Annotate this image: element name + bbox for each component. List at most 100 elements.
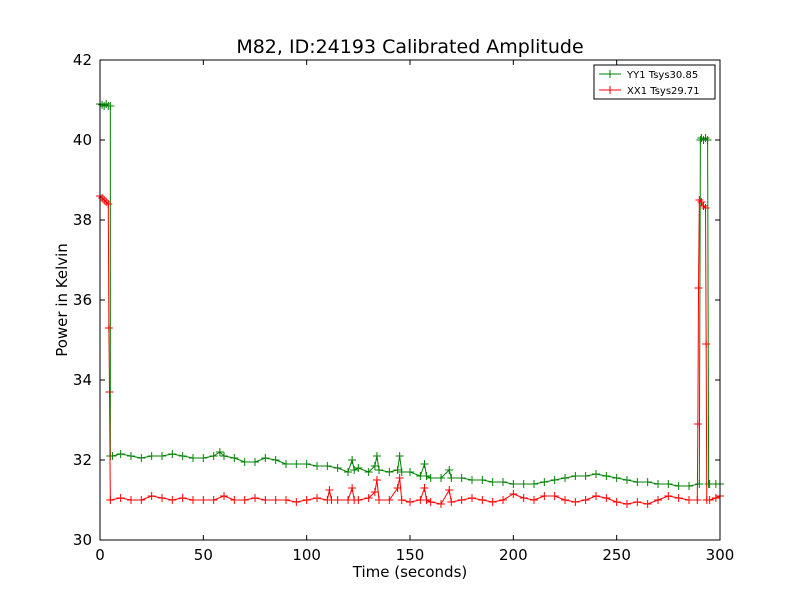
data-point-xx1 (654, 496, 662, 504)
data-point-yy1 (674, 482, 683, 490)
data-point-xx1 (509, 490, 518, 498)
data-point-xx1 (251, 494, 259, 502)
data-point-xx1 (370, 488, 379, 496)
data-point-xx1 (674, 494, 683, 502)
data-point-yy1 (220, 452, 228, 460)
data-point-xx1 (643, 500, 652, 508)
legend-box (593, 64, 716, 100)
data-point-xx1 (102, 198, 111, 206)
data-point-yy1 (519, 480, 528, 488)
y-tick-label: 34 (73, 371, 92, 389)
data-point-yy1 (664, 480, 673, 488)
data-point-yy1 (215, 448, 224, 456)
data-point-yy1 (147, 452, 156, 460)
data-point-yy1 (372, 452, 381, 460)
data-point-xx1 (561, 496, 569, 504)
data-point-yy1 (397, 468, 406, 476)
data-point-yy1 (437, 474, 445, 482)
data-point-xx1 (325, 486, 334, 494)
data-point-xx1 (385, 496, 394, 504)
data-point-yy1 (654, 480, 662, 488)
data-point-xx1 (354, 496, 363, 504)
data-point-yy1 (445, 466, 454, 474)
data-point-xx1 (693, 420, 702, 428)
data-point-xx1 (282, 496, 290, 504)
data-point-yy1 (271, 456, 280, 464)
data-point-yy1 (106, 102, 115, 110)
data-point-yy1 (468, 476, 476, 484)
data-point-xx1 (420, 484, 429, 492)
data-point-yy1 (561, 474, 569, 482)
data-point-xx1 (104, 324, 113, 332)
chart-title: M82, ID:24193 Calibrated Amplitude (236, 36, 583, 58)
data-point-xx1 (98, 194, 107, 202)
data-point-xx1 (209, 496, 218, 504)
data-point-xx1 (313, 494, 321, 502)
x-tick-label: 200 (499, 546, 528, 564)
data-point-xx1 (711, 494, 720, 502)
data-point-yy1 (354, 464, 363, 472)
data-point-yy1 (530, 480, 538, 488)
data-point-xx1 (105, 388, 114, 396)
data-point-yy1 (685, 482, 693, 490)
data-point-xx1 (199, 496, 208, 504)
data-point-xx1 (685, 496, 693, 504)
data-point-yy1 (323, 462, 332, 470)
data-point-yy1 (375, 466, 383, 474)
data-point-xx1 (302, 496, 311, 504)
data-point-yy1 (695, 480, 704, 488)
data-point-xx1 (633, 498, 642, 506)
data-point-xx1 (530, 496, 538, 504)
x-tick-label: 300 (706, 546, 735, 564)
data-point-yy1 (422, 472, 431, 480)
x-tick-label: 100 (292, 546, 321, 564)
data-point-xx1 (519, 494, 528, 502)
data-point-xx1 (701, 204, 710, 212)
y-tick-label: 30 (73, 531, 92, 549)
data-point-xx1 (468, 494, 476, 502)
y-tick-label: 38 (73, 211, 92, 229)
y-tick-label: 42 (73, 51, 92, 69)
data-point-yy1 (199, 454, 208, 462)
data-point-yy1 (240, 458, 249, 466)
y-axis-title: Power in Kelvin (53, 243, 71, 357)
data-point-yy1 (127, 452, 135, 460)
data-point-xx1 (364, 494, 373, 502)
data-point-yy1 (633, 478, 642, 486)
data-point-yy1 (350, 466, 359, 474)
data-point-yy1 (499, 478, 507, 486)
data-point-xx1 (702, 340, 711, 348)
data-point-xx1 (695, 196, 704, 204)
data-point-yy1 (178, 452, 187, 460)
data-point-xx1 (127, 496, 135, 504)
data-point-yy1 (701, 134, 710, 142)
data-point-xx1 (158, 494, 166, 502)
data-point-xx1 (705, 496, 714, 504)
data-point-xx1 (457, 496, 466, 504)
data-point-xx1 (447, 498, 456, 506)
data-point-xx1 (230, 496, 239, 504)
data-point-yy1 (137, 454, 146, 462)
data-point-xx1 (694, 284, 703, 292)
data-point-xx1 (406, 498, 414, 506)
data-point-xx1 (137, 496, 146, 504)
series-markers-yy1 (96, 100, 724, 490)
data-point-xx1 (602, 494, 611, 502)
data-point-xx1 (581, 496, 590, 504)
data-point-xx1 (693, 496, 702, 504)
data-point-xx1 (372, 476, 381, 484)
legend-label-yy1: YY1 Tsys30.85 (626, 70, 698, 81)
data-point-yy1 (348, 456, 357, 464)
series-markers-xx1 (96, 192, 724, 508)
data-point-yy1 (581, 472, 590, 480)
x-tick-label: 50 (194, 546, 213, 564)
data-point-yy1 (168, 450, 177, 458)
x-tick-label: 250 (602, 546, 631, 564)
data-point-xx1 (612, 498, 621, 506)
data-point-xx1 (699, 202, 708, 210)
data-point-yy1 (251, 458, 259, 466)
x-tick-label: 0 (95, 546, 105, 564)
data-point-yy1 (302, 460, 311, 468)
x-axis-title: Time (seconds) (352, 563, 468, 581)
